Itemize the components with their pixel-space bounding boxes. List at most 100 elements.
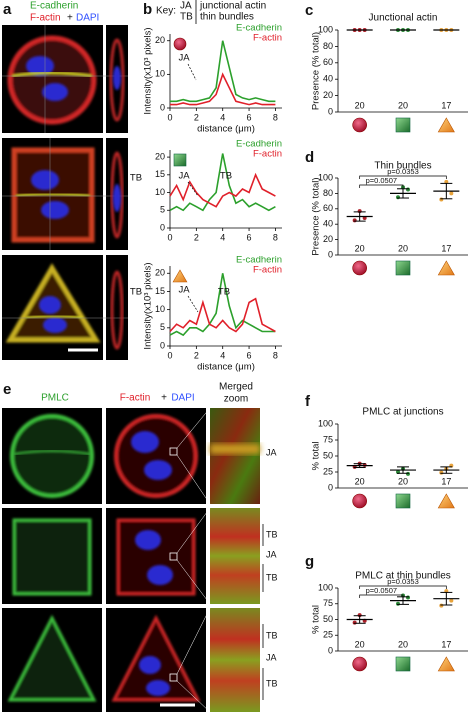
- y-tick-label: 40: [323, 74, 333, 84]
- channel-label: F-actin: [30, 13, 61, 24]
- shape-icon: [173, 37, 187, 51]
- y-tick-label: 0: [328, 106, 333, 116]
- key-title: Key:: [156, 6, 176, 17]
- column-header: PMLC: [41, 393, 69, 404]
- key-abbr: TB: [180, 12, 193, 23]
- x-tick-label: 6: [247, 112, 252, 122]
- annotation: JA: [178, 53, 190, 64]
- y-tick-label: 75: [323, 598, 333, 608]
- comparison-bracket: [359, 594, 404, 598]
- micrograph: [2, 138, 128, 250]
- count-label: 20: [355, 100, 365, 110]
- x-tick-label: 6: [247, 350, 252, 360]
- x-tick-label: 8: [273, 112, 278, 122]
- y-tick-label: 0: [160, 102, 165, 112]
- data-point: [396, 195, 400, 200]
- x-tick-label: 0: [167, 350, 172, 360]
- annotation: TB: [130, 287, 142, 298]
- legend-entry: E-cadherin: [236, 139, 282, 150]
- chart-title: Junctional actin: [369, 13, 438, 24]
- count-label: 20: [355, 476, 365, 486]
- shape-icon: [437, 117, 455, 133]
- x-axis-label: distance (μm): [197, 362, 255, 373]
- panel-label: f: [305, 393, 311, 410]
- panel-label: e: [3, 381, 11, 398]
- shape-icon: [395, 656, 411, 672]
- data-point: [352, 620, 357, 625]
- p-value: p=0.0353: [387, 577, 419, 586]
- y-axis-label: Intensity(x10³ pixels): [143, 27, 154, 114]
- zoom-label: JA: [266, 652, 277, 662]
- y-tick-label: 20: [155, 151, 165, 161]
- chart-title: PMLC at junctions: [362, 407, 443, 418]
- y-tick-label: 5: [160, 205, 165, 215]
- comparison-bracket: [359, 184, 404, 188]
- zoom-label: TB: [266, 678, 278, 688]
- x-tick-label: 2: [194, 350, 199, 360]
- x-tick-label: 4: [220, 232, 225, 242]
- y-tick-label: 25: [323, 630, 333, 640]
- count-label: 20: [398, 243, 408, 253]
- legend-entry: E-cadherin: [236, 255, 282, 266]
- p-value: p=0.0353: [387, 167, 419, 176]
- count-label: 17: [441, 243, 451, 253]
- x-tick-label: 8: [273, 350, 278, 360]
- y-tick-label: 15: [155, 169, 165, 179]
- column-header: +: [161, 393, 167, 404]
- annotation-arrow: [187, 63, 197, 81]
- y-axis-label: Presence (% total): [311, 177, 322, 255]
- data-point: [444, 179, 449, 184]
- annotation: TB: [220, 171, 232, 182]
- shape-icon: [437, 260, 455, 276]
- x-tick-label: 2: [194, 232, 199, 242]
- panel-label: d: [305, 149, 314, 166]
- micrograph: [2, 255, 128, 360]
- legend-entry: F-actin: [253, 33, 282, 44]
- shape-icon: [352, 493, 367, 509]
- chart-title: PMLC at thin bundles: [355, 571, 451, 582]
- count-label: 17: [441, 639, 451, 649]
- data-point: [439, 603, 444, 608]
- zoom-label: JA: [266, 549, 277, 559]
- legend-entry: F-actin: [253, 149, 282, 160]
- count-label: 20: [398, 639, 408, 649]
- legend-entry: E-cadherin: [236, 23, 282, 34]
- x-tick-label: 2: [194, 112, 199, 122]
- y-tick-label: 25: [323, 466, 333, 476]
- x-tick-label: 8: [273, 232, 278, 242]
- data-point: [439, 470, 444, 475]
- annotation: TB: [218, 287, 230, 298]
- key-abbr: JA: [180, 1, 192, 12]
- channel-label: DAPI: [76, 13, 99, 24]
- data-line: [169, 172, 276, 208]
- y-tick-label: 0: [328, 482, 333, 492]
- shape-icon: [395, 493, 411, 509]
- y-tick-label: 80: [323, 188, 333, 198]
- channel-label: E-cadherin: [30, 1, 78, 12]
- y-tick-label: 100: [318, 582, 333, 592]
- column-header: zoom: [224, 394, 248, 405]
- panel-label: b: [143, 1, 152, 18]
- y-tick-label: 50: [323, 450, 333, 460]
- micrograph-grid: [2, 407, 260, 713]
- chart-title: Thin bundles: [374, 161, 431, 172]
- count-label: 20: [355, 639, 365, 649]
- p-value: p=0.0507: [366, 586, 398, 595]
- x-tick-label: 0: [167, 232, 172, 242]
- data-point: [449, 191, 454, 196]
- y-axis-label: Intensity(x10³ pixels): [143, 262, 154, 349]
- data-point: [396, 601, 400, 606]
- y-axis-label: % total: [311, 441, 322, 470]
- y-tick-label: 20: [155, 35, 165, 45]
- data-line: [169, 297, 276, 333]
- y-tick-label: 100: [318, 418, 333, 428]
- annotation-arrow: [187, 295, 199, 313]
- y-tick-label: 10: [155, 304, 165, 314]
- panel-label: g: [305, 553, 314, 570]
- count-label: 17: [441, 100, 451, 110]
- y-tick-label: 40: [323, 219, 333, 229]
- shape-icon: [437, 656, 455, 672]
- annotation: JA: [178, 171, 190, 182]
